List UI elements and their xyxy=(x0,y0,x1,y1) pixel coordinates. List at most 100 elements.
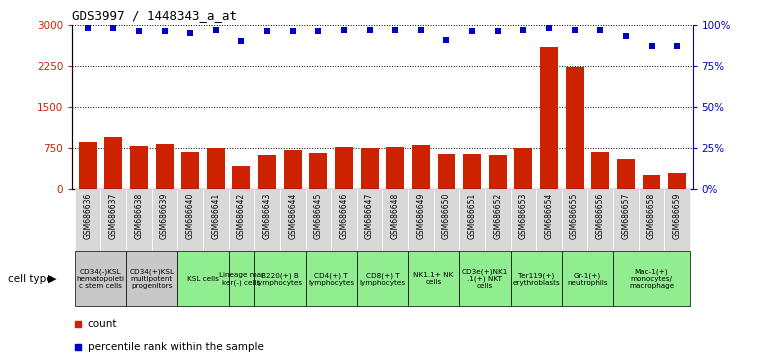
Point xyxy=(158,29,170,34)
Bar xyxy=(104,137,123,189)
Text: GSM686644: GSM686644 xyxy=(288,193,298,239)
Text: GSM686649: GSM686649 xyxy=(416,193,425,239)
Bar xyxy=(664,189,690,251)
Bar xyxy=(207,148,224,189)
Bar xyxy=(232,166,250,189)
Point xyxy=(235,38,247,44)
Text: GSM686636: GSM686636 xyxy=(83,193,92,239)
Bar xyxy=(537,189,562,251)
Text: CD4(+) T
lymphocytes: CD4(+) T lymphocytes xyxy=(308,272,354,286)
Bar xyxy=(485,189,511,251)
Bar xyxy=(587,189,613,251)
Point xyxy=(415,27,427,33)
Point xyxy=(389,27,401,33)
Text: GSM686640: GSM686640 xyxy=(186,193,195,239)
Bar xyxy=(387,147,404,189)
Text: GSM686637: GSM686637 xyxy=(109,193,118,239)
Point xyxy=(517,27,530,33)
Text: CD34(+)KSL
multipotent
progenitors: CD34(+)KSL multipotent progenitors xyxy=(129,269,174,289)
Text: Lineage mar
ker(-) cells: Lineage mar ker(-) cells xyxy=(219,272,264,286)
Bar xyxy=(75,251,126,306)
Point xyxy=(364,27,376,33)
Text: B220(+) B
lymphocytes: B220(+) B lymphocytes xyxy=(256,272,303,286)
Text: GSM686651: GSM686651 xyxy=(467,193,476,239)
Bar xyxy=(438,154,455,189)
Bar xyxy=(254,189,280,251)
Bar xyxy=(254,251,305,306)
Point xyxy=(261,29,273,34)
Point xyxy=(107,25,119,31)
Point xyxy=(543,25,555,31)
Bar xyxy=(126,251,177,306)
Bar xyxy=(126,189,151,251)
Text: GSM686653: GSM686653 xyxy=(519,193,528,239)
Bar xyxy=(460,189,485,251)
Bar xyxy=(540,47,558,189)
Bar xyxy=(412,145,430,189)
Point xyxy=(287,29,299,34)
Text: CD34(-)KSL
hematopoieti
c stem cells: CD34(-)KSL hematopoieti c stem cells xyxy=(77,269,125,289)
Bar xyxy=(151,189,177,251)
Point xyxy=(441,37,453,42)
Bar xyxy=(331,189,357,251)
Bar xyxy=(357,189,383,251)
Bar xyxy=(335,147,353,189)
Bar xyxy=(305,251,357,306)
Bar xyxy=(181,152,199,189)
Text: percentile rank within the sample: percentile rank within the sample xyxy=(88,342,263,352)
Point xyxy=(338,27,350,33)
Bar xyxy=(310,153,327,189)
Point xyxy=(568,27,581,33)
Bar xyxy=(460,251,511,306)
Bar xyxy=(613,189,638,251)
Text: GSM686643: GSM686643 xyxy=(263,193,272,239)
Text: GSM686647: GSM686647 xyxy=(365,193,374,239)
Text: GSM686638: GSM686638 xyxy=(135,193,143,239)
Bar xyxy=(613,251,690,306)
Bar xyxy=(130,146,148,189)
Text: GSM686654: GSM686654 xyxy=(544,193,553,239)
Bar xyxy=(155,144,174,189)
Bar xyxy=(382,189,408,251)
Bar xyxy=(284,150,301,189)
Text: NK1.1+ NK
cells: NK1.1+ NK cells xyxy=(413,272,454,285)
Bar xyxy=(642,175,661,189)
Text: GSM686639: GSM686639 xyxy=(160,193,169,239)
Text: KSL cells: KSL cells xyxy=(187,276,219,282)
Bar xyxy=(177,251,228,306)
Text: GSM686652: GSM686652 xyxy=(493,193,502,239)
Bar xyxy=(78,142,97,189)
Point xyxy=(594,27,607,33)
Bar xyxy=(357,251,408,306)
Bar xyxy=(280,189,305,251)
Text: Gr-1(+)
neutrophils: Gr-1(+) neutrophils xyxy=(567,272,608,286)
Text: GSM686656: GSM686656 xyxy=(596,193,605,239)
Bar xyxy=(408,251,460,306)
Bar xyxy=(177,189,203,251)
Point xyxy=(433,255,445,260)
Bar xyxy=(489,155,507,189)
Bar xyxy=(511,251,562,306)
Bar xyxy=(408,189,434,251)
Point xyxy=(433,42,445,48)
Text: Ter119(+)
erythroblasts: Ter119(+) erythroblasts xyxy=(512,272,560,286)
Bar xyxy=(100,189,126,251)
Point xyxy=(184,30,196,36)
Text: GSM686658: GSM686658 xyxy=(647,193,656,239)
Text: CD3e(+)NK1
.1(+) NKT
cells: CD3e(+)NK1 .1(+) NKT cells xyxy=(462,268,508,289)
Text: GSM686650: GSM686650 xyxy=(442,193,451,239)
Point xyxy=(619,34,632,39)
Text: GSM686655: GSM686655 xyxy=(570,193,579,239)
Bar xyxy=(434,189,460,251)
Bar xyxy=(511,189,537,251)
Text: Mac-1(+)
monocytes/
macrophage: Mac-1(+) monocytes/ macrophage xyxy=(629,269,674,289)
Bar xyxy=(258,155,276,189)
Point xyxy=(133,29,145,34)
Point xyxy=(312,29,324,34)
Bar xyxy=(562,189,587,251)
Bar xyxy=(668,173,686,189)
Text: CD8(+) T
lymphocytes: CD8(+) T lymphocytes xyxy=(359,272,406,286)
Text: GSM686648: GSM686648 xyxy=(390,193,400,239)
Text: GSM686657: GSM686657 xyxy=(622,193,630,239)
Bar xyxy=(361,148,378,189)
